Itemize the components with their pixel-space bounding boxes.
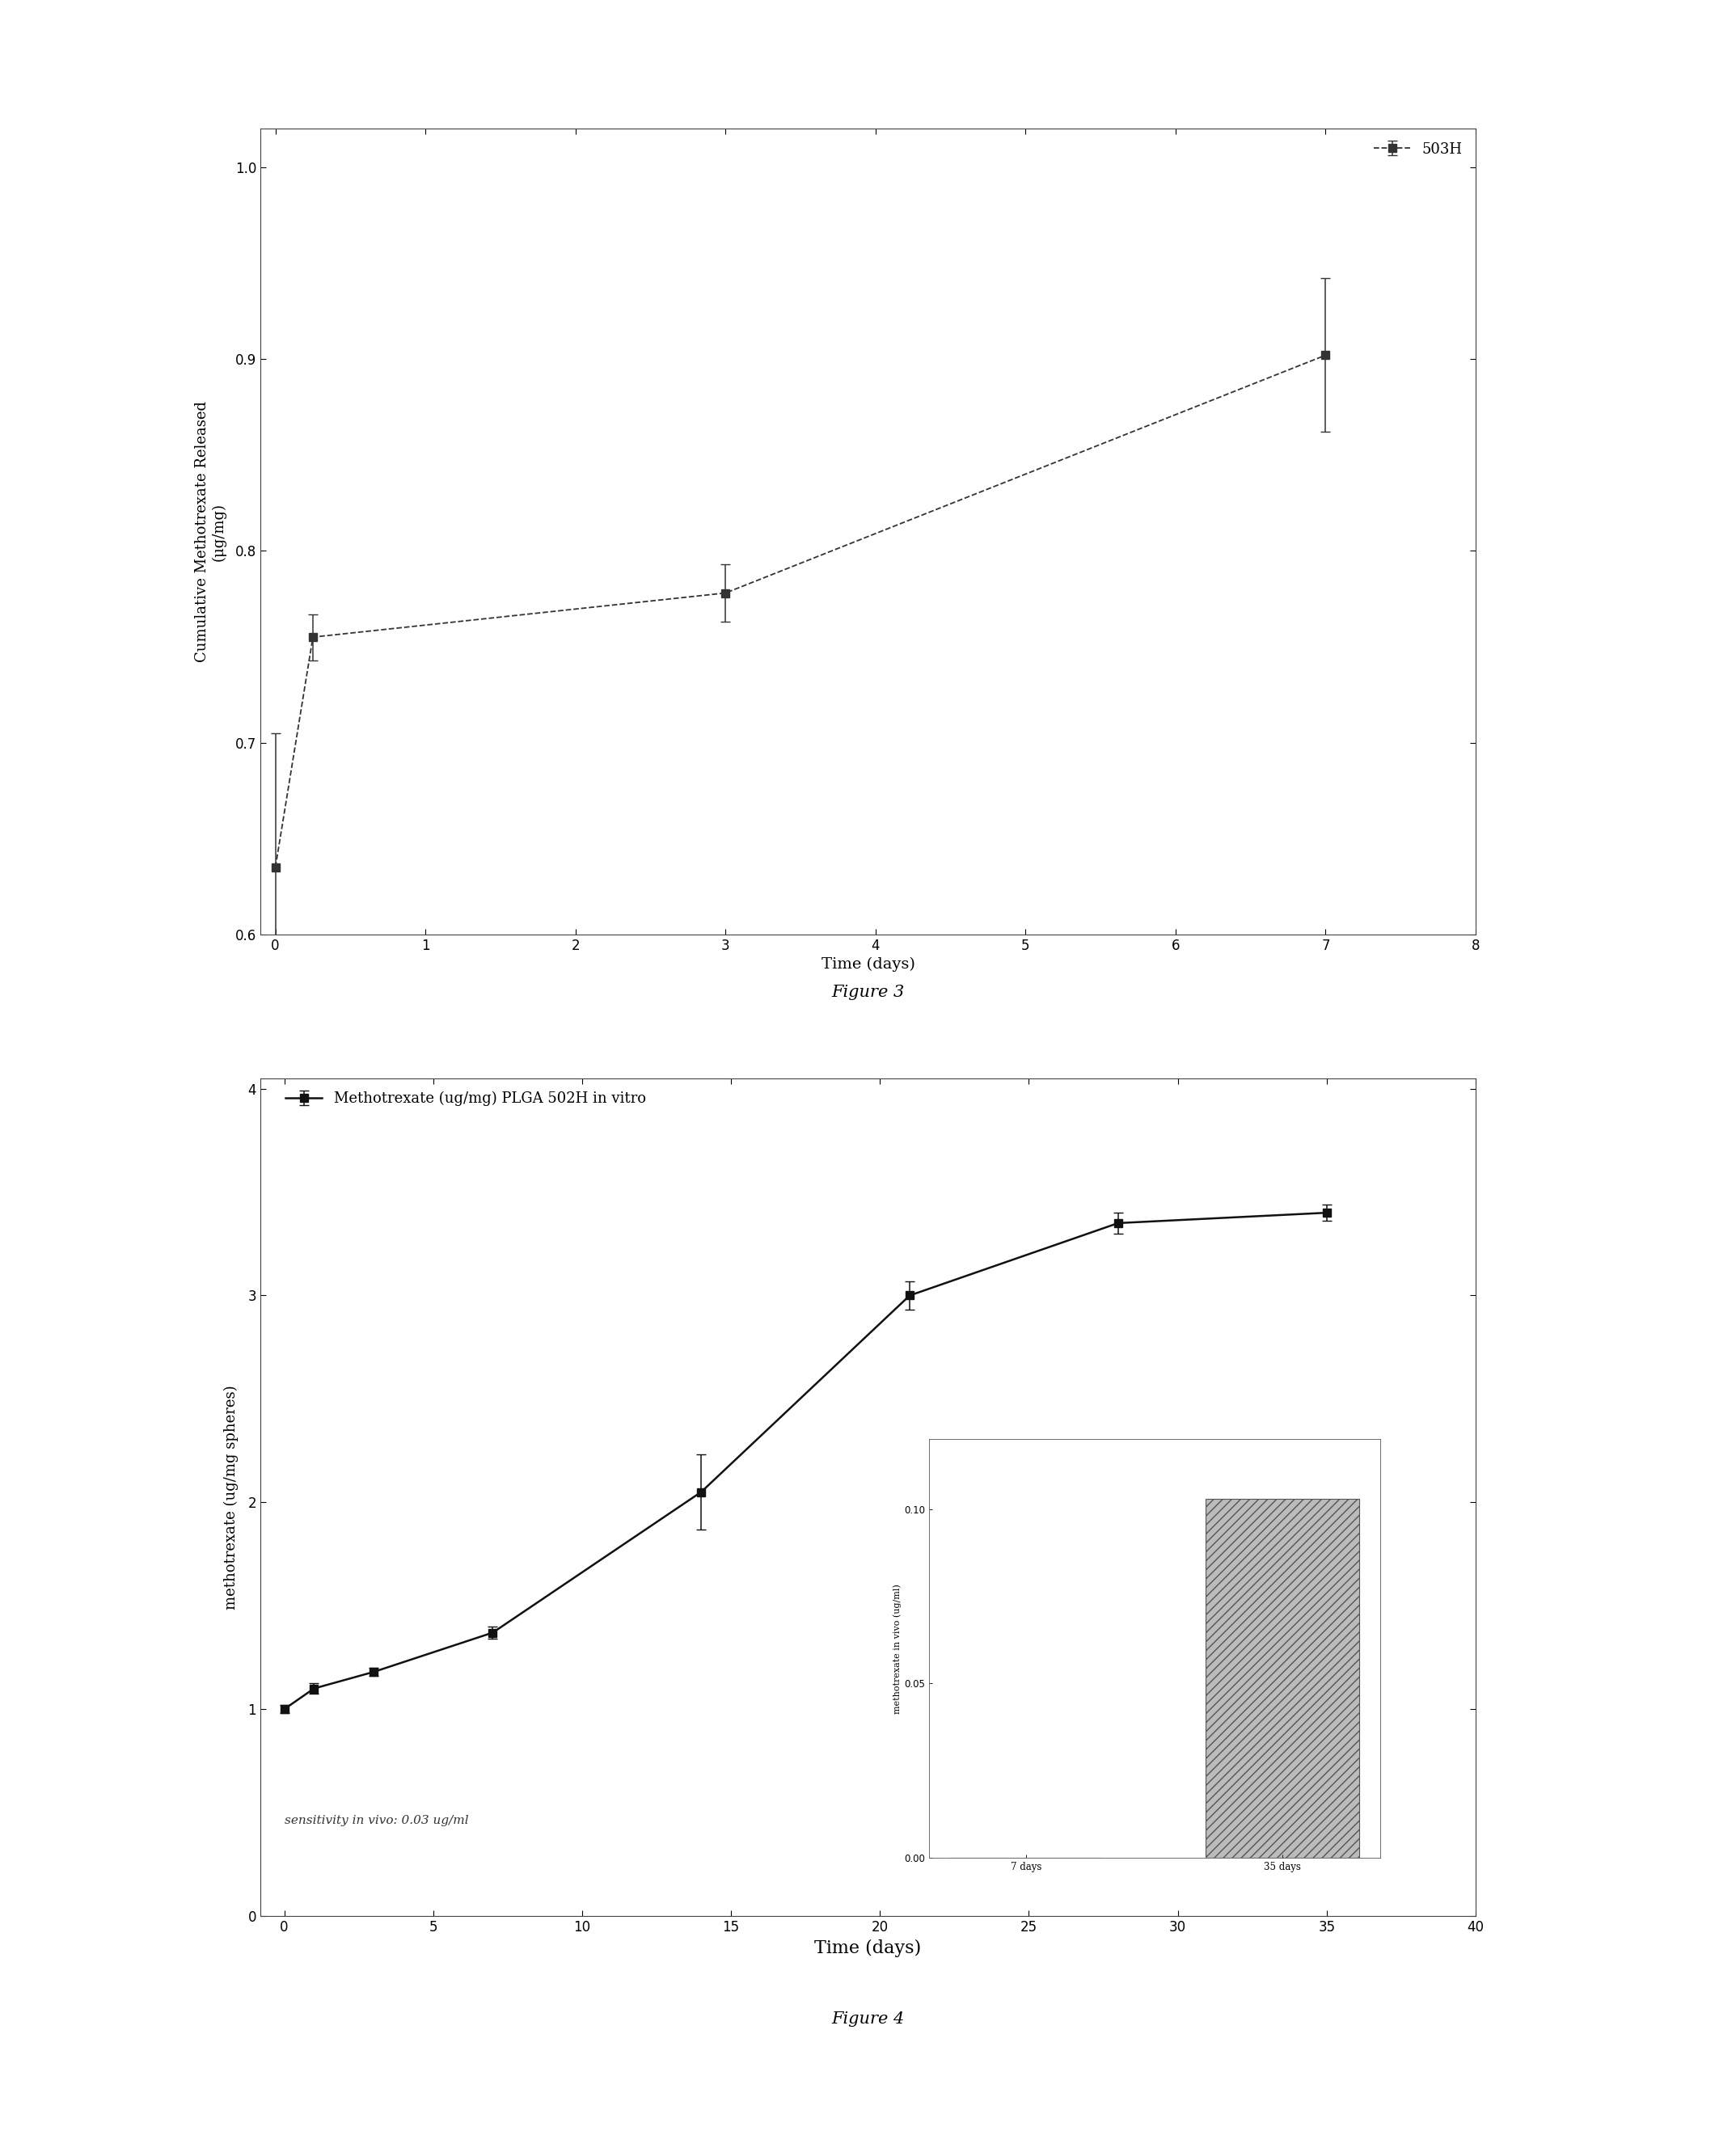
Legend: 503H: 503H [1368,135,1469,163]
Bar [1207,1499,1359,1858]
Text: Figure 4: Figure 4 [832,2011,904,2028]
Y-axis label: Cumulative Methotrexate Released
(μg/mg): Cumulative Methotrexate Released (μg/mg) [194,402,226,662]
Text: sensitivity in vivo: 0.03 ug/ml: sensitivity in vivo: 0.03 ug/ml [285,1815,469,1826]
X-axis label: Time (days): Time (days) [814,1940,922,1957]
X-axis label: Time (days): Time (days) [821,958,915,973]
Y-axis label: methotrexate (ug/mg spheres): methotrexate (ug/mg spheres) [224,1385,240,1609]
Legend: Methotrexate (ug/mg) PLGA 502H in vitro: Methotrexate (ug/mg) PLGA 502H in vitro [279,1085,651,1113]
Y-axis label: methotrexate in vivo (ug/ml): methotrexate in vivo (ug/ml) [892,1583,901,1714]
Text: Figure 3: Figure 3 [832,984,904,1001]
